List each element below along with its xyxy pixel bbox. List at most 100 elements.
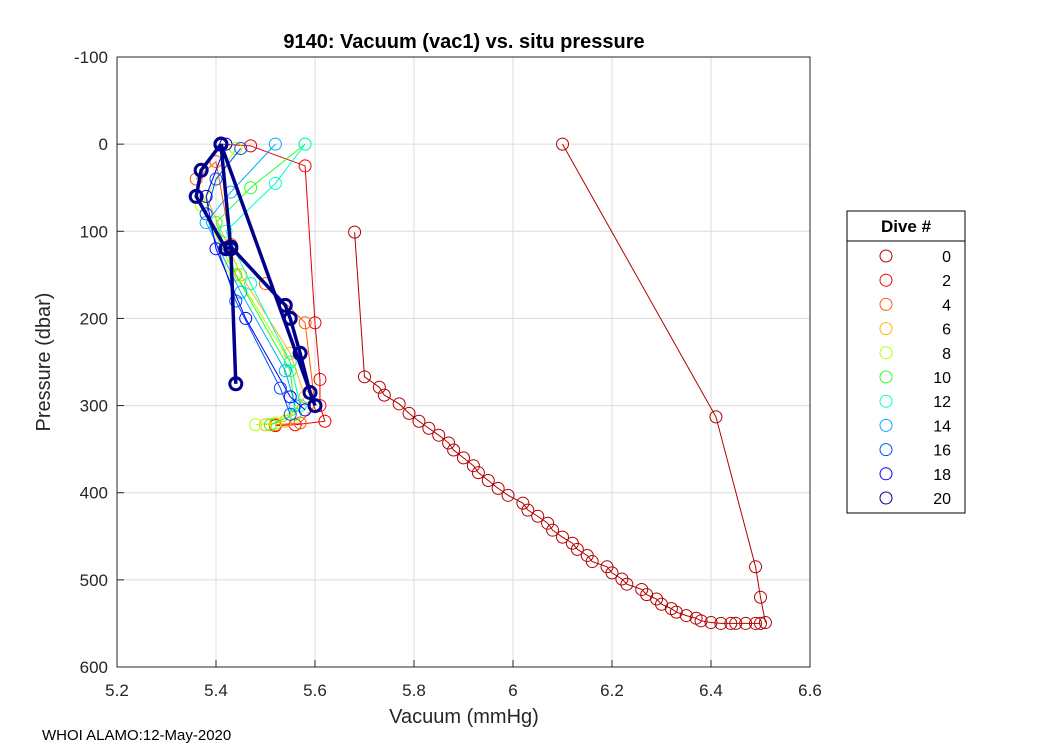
legend-marker-6: [879, 322, 893, 336]
data-point-8: [249, 418, 263, 432]
data-point-1: [491, 481, 505, 495]
data-point-8: [268, 416, 282, 430]
y-tick-label: 300: [80, 397, 108, 416]
y-tick-label: 400: [80, 484, 108, 503]
legend-marker-16: [879, 443, 893, 457]
data-point-1: [457, 451, 470, 465]
series-line-16: [205, 148, 291, 415]
data-point-1: [481, 474, 495, 488]
y-tick-label: -100: [74, 48, 108, 67]
data-point-1: [729, 616, 743, 630]
data-point-1: [412, 414, 426, 428]
footer-timestamp: WHOI ALAMO:12-May-2020: [42, 727, 232, 744]
y-tick-label: 100: [80, 222, 108, 241]
data-point-1: [358, 370, 371, 384]
data-point-2: [318, 414, 332, 428]
y-axis-label: Pressure (dbar): [33, 293, 55, 432]
legend-label-16: 16: [933, 443, 951, 460]
x-tick-label: 6.2: [600, 681, 624, 700]
data-point-1: [422, 421, 436, 435]
data-point-1: [754, 616, 767, 630]
data-point-1: [585, 555, 599, 569]
data-point-1: [466, 459, 480, 473]
legend-label-0: 0: [942, 249, 951, 266]
data-point-1: [605, 566, 619, 580]
x-tick-label: 6.4: [699, 681, 723, 700]
data-point-14: [268, 137, 282, 151]
legend-marker-8: [879, 346, 893, 360]
data-point-1: [570, 542, 584, 556]
series-group: [188, 136, 772, 630]
data-point-1: [704, 616, 718, 630]
y-tick-label: 200: [80, 309, 108, 328]
data-point-10: [283, 364, 297, 378]
data-point-12: [219, 224, 233, 238]
data-point-18: [239, 311, 253, 325]
data-point-16: [199, 207, 213, 221]
data-point-10: [229, 268, 243, 282]
data-point-1: [402, 406, 416, 420]
data-point-1: [739, 616, 753, 630]
data-point-1: [556, 530, 569, 544]
data-point-1: [392, 397, 406, 411]
data-point-1: [541, 516, 555, 530]
legend-label-8: 8: [942, 346, 951, 363]
data-point-18: [199, 189, 213, 203]
x-tick-label: 5.6: [303, 681, 327, 700]
x-ticks: 5.2 5.4 5.6 5.8 6 6.2 6.4 6.6: [105, 660, 822, 700]
data-point-20: [302, 385, 318, 400]
data-point-2: [308, 316, 322, 330]
legend-marker-14: [879, 418, 893, 432]
legend: Dive # 0 2 4 6 8 10 12 14 16 18 20: [846, 210, 966, 514]
y-tick-label: 500: [80, 571, 108, 590]
x-tick-label: 5.2: [105, 681, 129, 700]
legend-label-18: 18: [933, 467, 951, 484]
data-point-1: [679, 609, 693, 623]
legend-label-6: 6: [942, 322, 951, 339]
data-point-1: [669, 605, 683, 619]
data-point-16: [283, 407, 297, 421]
data-point-20: [282, 310, 298, 326]
data-point-20: [228, 376, 244, 392]
data-point-10: [263, 418, 277, 432]
data-point-16: [273, 381, 287, 395]
x-tick-label: 6.6: [798, 681, 822, 700]
series-line-1: [354, 232, 761, 624]
data-point-2: [244, 139, 258, 153]
data-point-1: [432, 428, 446, 442]
y-tick-label: 600: [80, 658, 108, 677]
legend-marker-2: [879, 273, 893, 287]
data-point-20: [188, 188, 204, 204]
legend-items: 0 2 4 6 8 10 12 14 16 18 20: [879, 249, 951, 508]
data-point-10: [244, 181, 258, 195]
legend-marker-12: [879, 394, 893, 408]
data-point-4: [298, 316, 312, 330]
data-point-16: [209, 172, 223, 186]
legend-marker-18: [879, 467, 893, 481]
legend-label-12: 12: [933, 394, 951, 411]
data-point-20: [223, 241, 239, 257]
legend-label-2: 2: [942, 273, 951, 290]
series-line-2: [220, 143, 326, 427]
data-point-1: [516, 496, 530, 510]
series-line-12: [225, 143, 306, 406]
data-point-1: [615, 572, 629, 586]
data-point-12: [293, 399, 307, 413]
legend-label-20: 20: [933, 491, 951, 508]
y-ticks: -100 0 100 200 300 400 500 600: [74, 48, 124, 677]
data-point-12: [268, 176, 282, 190]
data-point-1: [471, 466, 485, 480]
data-point-1: [749, 616, 763, 630]
data-point-2: [288, 418, 302, 432]
data-point-18: [283, 390, 297, 404]
data-point-20: [213, 136, 229, 152]
data-point-1: [694, 614, 708, 628]
legend-marker-4: [879, 297, 893, 311]
data-point-14: [278, 364, 292, 378]
series-line-10: [215, 143, 306, 426]
data-point-0: [749, 560, 763, 574]
data-point-1: [724, 616, 738, 630]
x-tick-label: 6: [508, 681, 517, 700]
data-point-1: [377, 388, 391, 402]
